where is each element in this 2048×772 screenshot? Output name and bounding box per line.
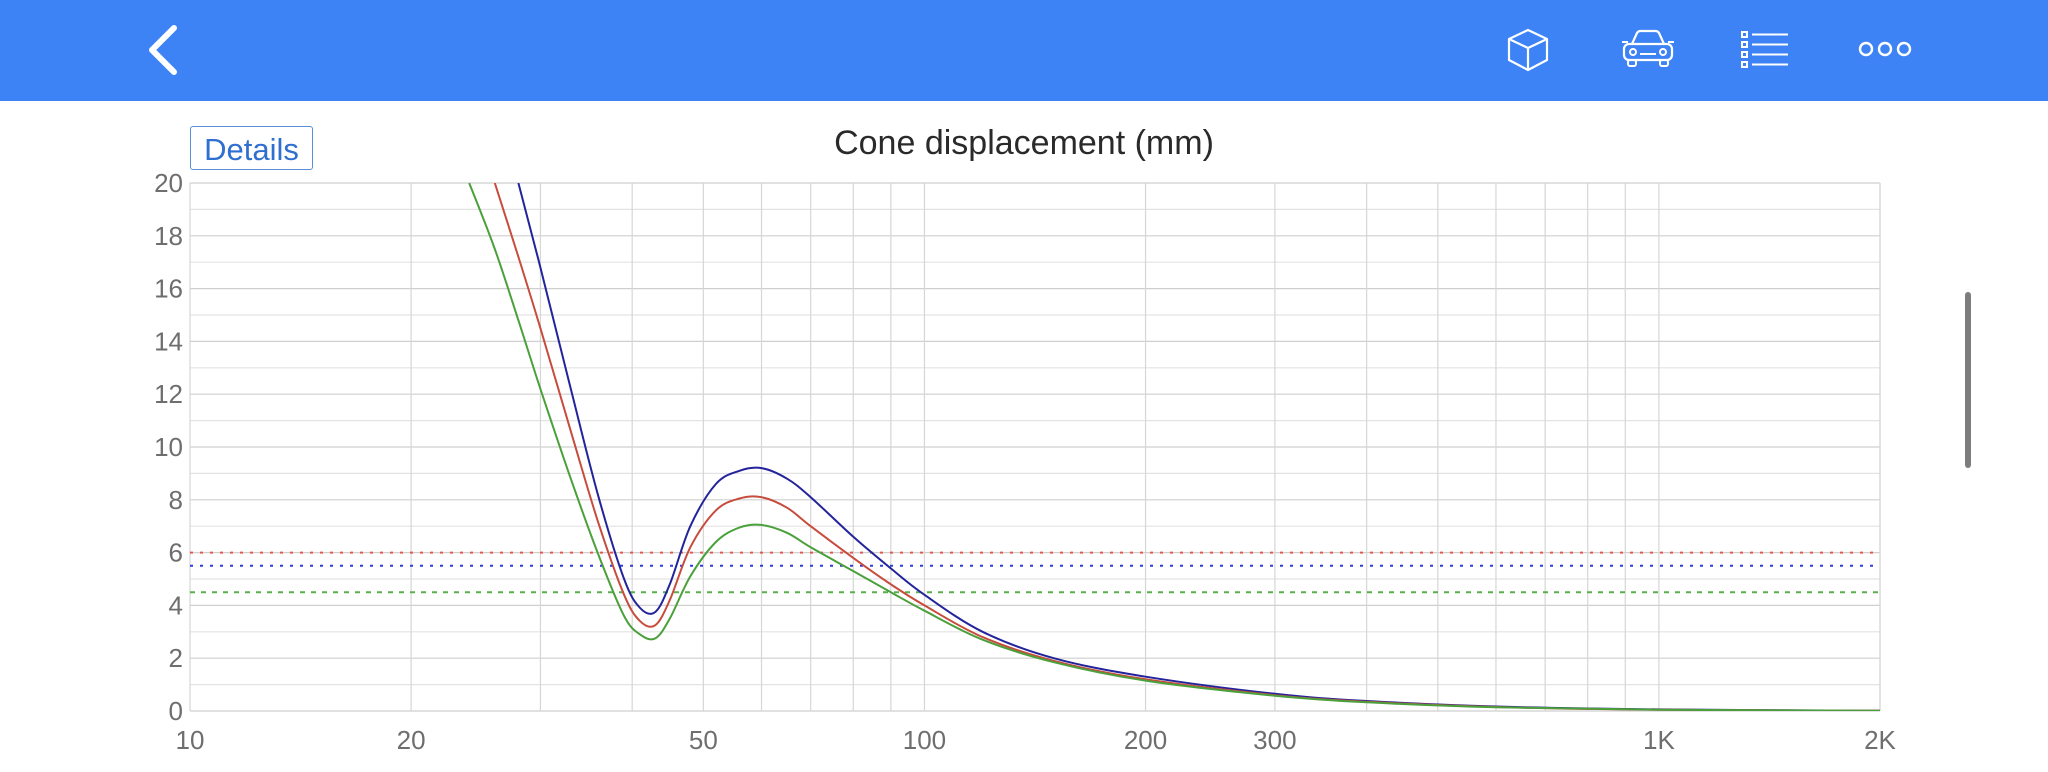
x-tick-label: 1K (1643, 725, 1675, 755)
y-tick-label: 6 (169, 538, 183, 568)
chevron-left-icon[interactable] (140, 22, 184, 78)
x-tick-label: 20 (397, 725, 426, 755)
vertical-scrollbar[interactable] (1965, 292, 1971, 468)
chart-title: Cone displacement (mm) (834, 124, 1214, 162)
y-tick-label: 14 (154, 326, 183, 356)
details-button[interactable]: Details (190, 126, 313, 170)
series-line (468, 183, 1880, 711)
x-tick-label: 300 (1253, 725, 1296, 755)
x-tick-label: 2K (1864, 725, 1896, 755)
y-tick-label: 18 (154, 221, 183, 251)
y-tick-label: 2 (169, 643, 183, 673)
car-icon[interactable] (1620, 26, 1676, 72)
more-icon[interactable] (1858, 38, 1912, 60)
reference-lines (190, 551, 1880, 594)
x-tick-label: 50 (689, 725, 718, 755)
list-icon[interactable] (1740, 30, 1790, 70)
grid (189, 182, 1881, 712)
x-tick-label: 200 (1124, 725, 1167, 755)
top-toolbar (0, 0, 2048, 101)
x-tick-label: 10 (176, 725, 205, 755)
cube-icon[interactable] (1505, 26, 1551, 74)
y-tick-label: 8 (169, 485, 183, 515)
y-tick-label: 12 (154, 379, 183, 409)
y-tick-label: 20 (154, 168, 183, 198)
x-tick-label: 100 (903, 725, 946, 755)
series-lines (468, 183, 1880, 711)
y-tick-label: 4 (169, 590, 183, 620)
tick-labels: 0 2 4 6 8 10 12 14 16 18 20 10 20 50 100 200 300 1K 2K (154, 168, 1896, 755)
y-tick-label: 16 (154, 274, 183, 304)
y-tick-label: 0 (169, 696, 183, 726)
y-tick-label: 10 (154, 432, 183, 462)
